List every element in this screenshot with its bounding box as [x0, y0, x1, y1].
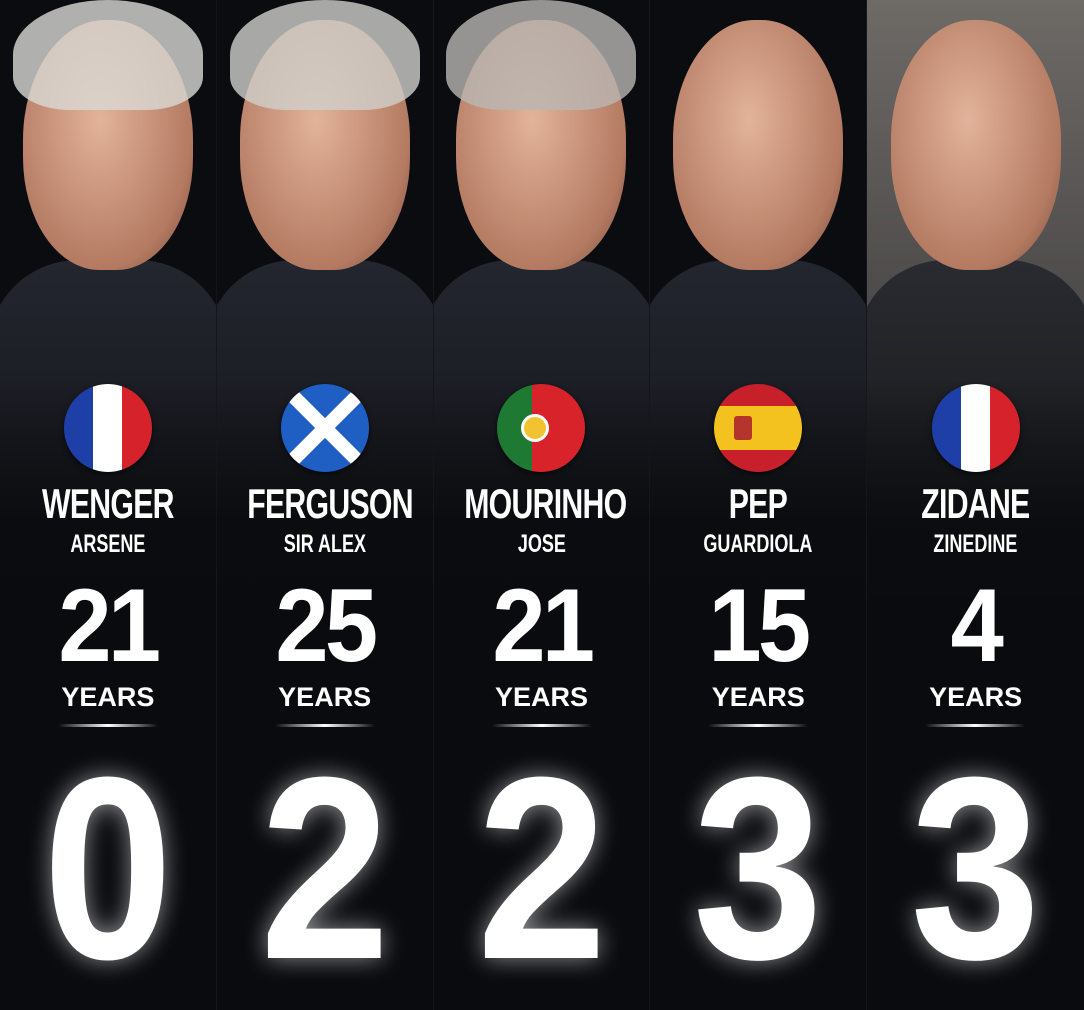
- portugal-flag-icon: [497, 384, 586, 472]
- big-number: 0: [42, 724, 173, 1010]
- manager-column-ferguson: FERGUSON SIR ALEX 25 YEARS 2: [216, 0, 434, 1010]
- years-value: 4: [950, 568, 1004, 684]
- divider: [491, 724, 592, 727]
- years-value: 21: [58, 568, 161, 684]
- manager-column-mourinho: MOURINHO JOSE 21 YEARS 2: [433, 0, 651, 1010]
- years-value: 21: [491, 568, 595, 684]
- france-flag-icon: [931, 384, 1020, 472]
- france-flag-icon: [63, 384, 152, 472]
- years-value: 25: [275, 568, 378, 684]
- big-number: 2: [476, 724, 607, 1010]
- divider: [274, 724, 375, 727]
- years-label: YEARS: [711, 682, 805, 712]
- manager-surname: PEP: [729, 480, 788, 527]
- big-number: 3: [693, 724, 824, 1010]
- big-number: 3: [910, 724, 1041, 1010]
- manager-firstname: GUARDIOLA: [703, 530, 813, 558]
- big-number: 2: [259, 724, 390, 1010]
- manager-surname: MOURINHO: [463, 480, 627, 527]
- manager-column-wenger: WENGER ARSENE 21 YEARS 0: [0, 0, 217, 1010]
- divider: [708, 724, 809, 727]
- manager-firstname: ZINEDINE: [933, 530, 1018, 558]
- years-value: 15: [708, 568, 812, 684]
- scotland-flag-icon: [280, 384, 369, 472]
- years-label: YEARS: [61, 682, 155, 712]
- years-label: YEARS: [278, 682, 372, 712]
- manager-surname: ZIDANE: [921, 480, 1030, 527]
- manager-firstname: JOSE: [517, 530, 566, 558]
- divider: [58, 724, 158, 727]
- manager-firstname: SIR ALEX: [283, 530, 366, 558]
- manager-column-zidane: ZIDANE ZINEDINE 4 YEARS 3: [867, 0, 1084, 1010]
- manager-surname: FERGUSON: [247, 480, 413, 527]
- manager-surname: WENGER: [42, 480, 174, 527]
- spain-flag-icon: [714, 384, 803, 472]
- years-label: YEARS: [929, 682, 1023, 712]
- manager-column-guardiola: PEP GUARDIOLA 15 YEARS 3: [650, 0, 868, 1010]
- years-label: YEARS: [494, 682, 588, 712]
- divider: [925, 724, 1026, 727]
- manager-firstname: ARSENE: [70, 530, 146, 558]
